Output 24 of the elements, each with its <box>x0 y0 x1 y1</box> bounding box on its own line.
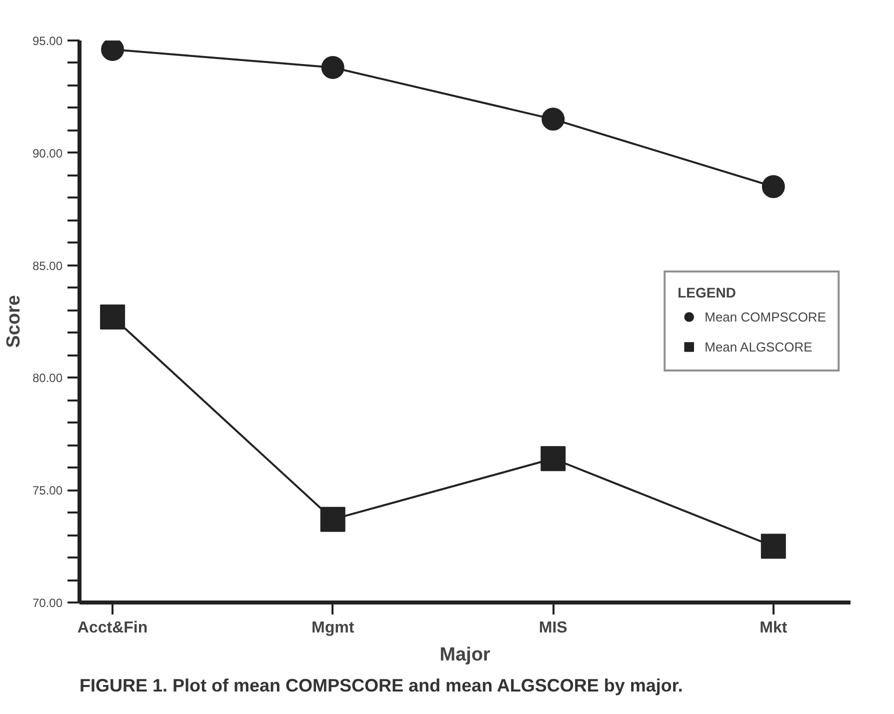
point <box>100 304 126 330</box>
point <box>320 506 346 532</box>
caption: FIGURE 1. Plot of mean COMPSCORE and mean ALGSCORE by major. <box>80 676 683 696</box>
point <box>760 534 786 559</box>
x-axis-title: Major <box>440 644 491 666</box>
point <box>540 446 566 472</box>
legend-label: Mean ALGSCORE <box>704 339 812 354</box>
y-tick-label: 85.00 <box>32 258 63 273</box>
legend-label: Mean COMPSCORE <box>704 309 826 324</box>
x-tick-label: Mgmt <box>312 620 355 636</box>
point <box>101 40 124 61</box>
point <box>542 108 565 131</box>
y-tick-label: 80.00 <box>32 371 63 386</box>
x-tick-label: MIS <box>538 620 568 636</box>
y-tick-label: 95.00 <box>32 34 63 48</box>
y-tick-label: 75.00 <box>32 484 63 498</box>
legend-title: LEGEND <box>678 284 737 300</box>
y-axis-title: Score <box>3 295 24 348</box>
y-tick-label: 70.00 <box>32 596 63 610</box>
point <box>762 175 785 198</box>
point <box>321 56 344 79</box>
x-tick-label: Acct&Fin <box>77 620 148 636</box>
y-tick-label: 90.00 <box>32 146 63 160</box>
x-tick-label: Mkt <box>760 620 788 636</box>
